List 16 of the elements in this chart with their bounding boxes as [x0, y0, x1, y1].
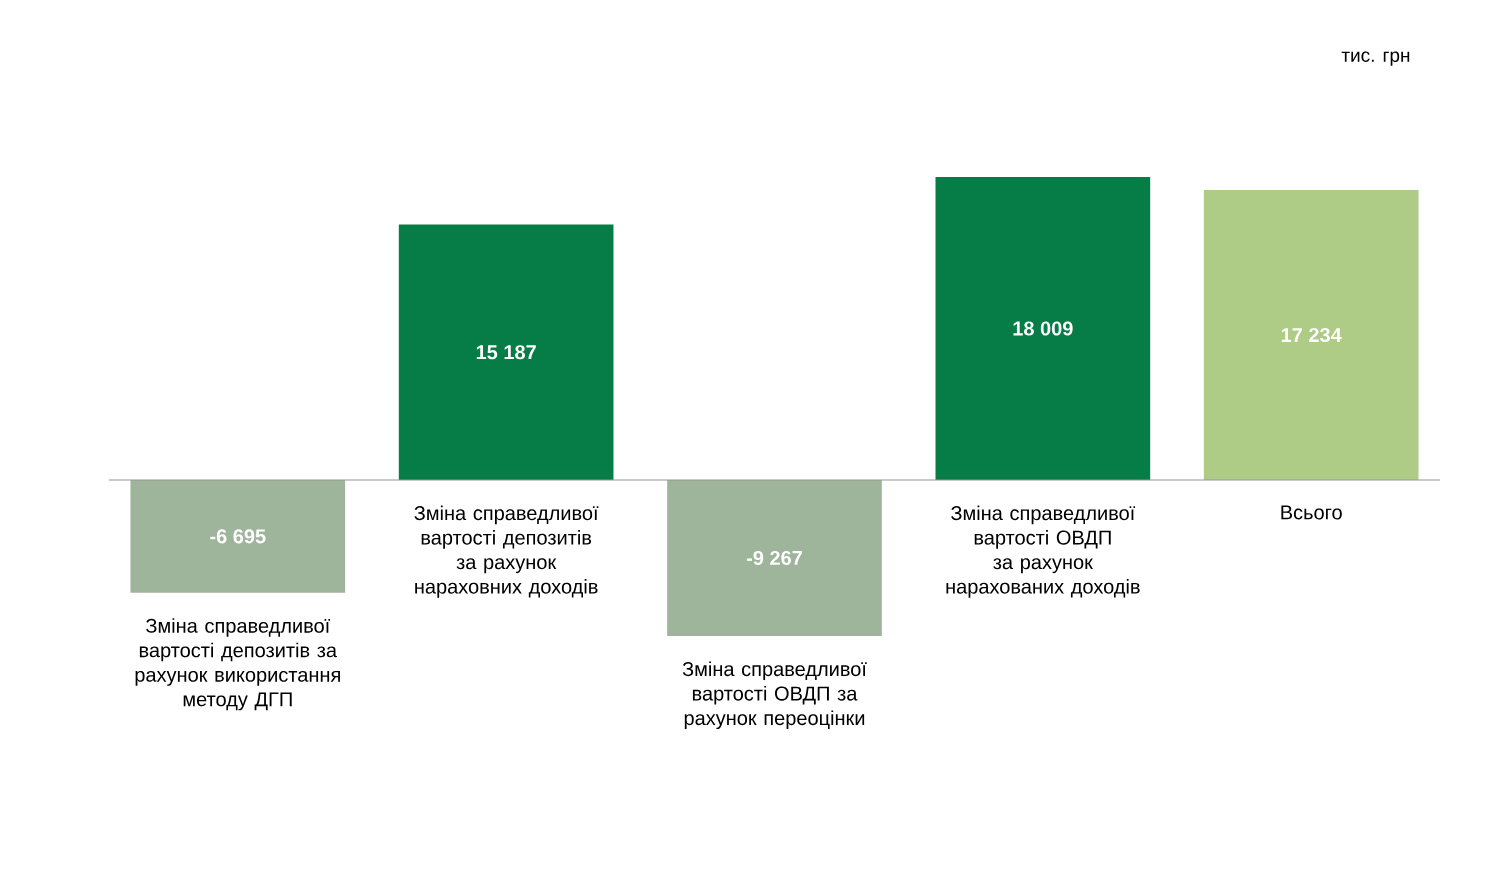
data-label: 15 187 [476, 345, 536, 360]
x-tick-label: Зміна справедливої вартості ОВДП за рахунок нарахованих доходів [946, 505, 1140, 598]
x-tick-label: Зміна справедливої вартості депозитів за рахунок використання методу ДГП [135, 618, 340, 711]
data-label: 17 234 [1281, 327, 1342, 343]
bar [130, 480, 346, 593]
x-tick-label: Всього [1281, 505, 1342, 520]
bar [667, 480, 882, 636]
text: тис. грн [1341, 51, 1410, 66]
data-label: 18 009 [1013, 321, 1073, 336]
x-tick-label: Зміна справедливої вартості ОВДП за рахунок переоцінки [682, 661, 867, 730]
data-label: -6 695 [210, 529, 266, 544]
bar [935, 176, 1151, 480]
bar [1203, 190, 1419, 480]
bar [398, 224, 614, 480]
data-label: -9 267 [746, 550, 802, 566]
x-tick-label: Зміна справедливої вартості депозитів за рахунок нараховних доходів [414, 505, 599, 598]
